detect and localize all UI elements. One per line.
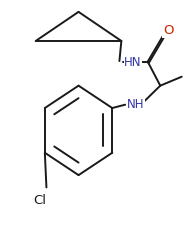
Text: O: O — [163, 24, 173, 37]
Text: HN: HN — [124, 56, 142, 69]
Text: NH: NH — [127, 98, 145, 111]
Text: Cl: Cl — [33, 194, 46, 207]
